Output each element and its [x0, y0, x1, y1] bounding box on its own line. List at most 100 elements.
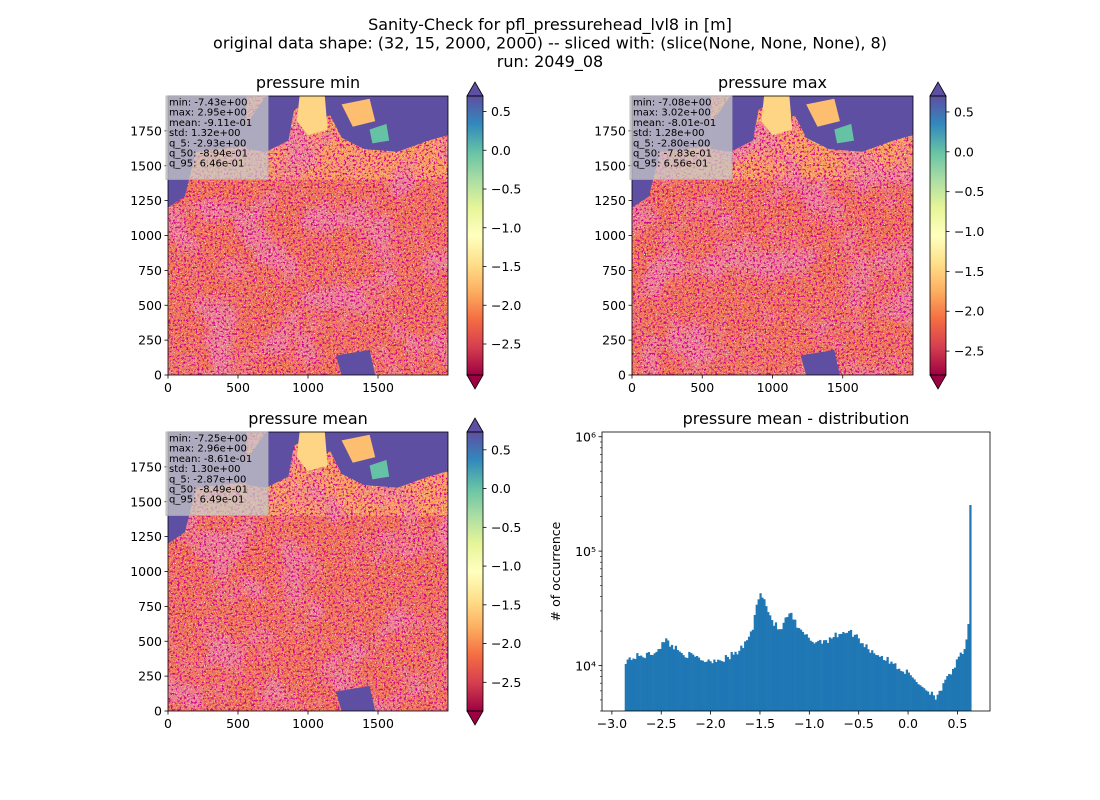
- histogram-bar: [863, 647, 866, 711]
- histogram-bar: [805, 634, 808, 711]
- histogram-bar: [655, 651, 658, 711]
- histogram-bar: [807, 637, 810, 711]
- histogram-bar: [684, 657, 687, 711]
- colorbar-extend-max: [929, 81, 947, 97]
- histogram-bar: [878, 656, 882, 711]
- histogram-bar: [636, 653, 639, 711]
- histogram-bar: [944, 679, 947, 711]
- colorbar-tick-label: 0.5: [491, 104, 511, 119]
- panel-title: pressure min: [256, 73, 360, 92]
- colorbar-tick-label: −1.0: [491, 559, 521, 574]
- coast-region: [834, 123, 854, 144]
- histogram-bar: [951, 668, 955, 711]
- colorbar-tick-label: 0.5: [491, 442, 511, 457]
- histogram-bar: [744, 641, 747, 711]
- y-tick-label: 750: [602, 263, 626, 278]
- histogram-bar: [686, 658, 689, 711]
- histogram-bar: [695, 655, 699, 711]
- histogram-bar: [905, 669, 909, 711]
- histogram-bar: [674, 645, 677, 711]
- y-tick-label: 1250: [594, 193, 626, 208]
- colorbar-tick-label: −0.5: [491, 520, 521, 535]
- histogram-bar: [647, 652, 651, 711]
- colorbar-gradient: [467, 96, 483, 375]
- histogram-bar: [901, 671, 905, 711]
- histogram-bar: [894, 663, 897, 711]
- histogram-bar: [849, 629, 853, 711]
- stats-line: q_50: -8.94e-01: [169, 149, 248, 160]
- histogram-bar: [782, 622, 785, 711]
- histogram-bar: [763, 599, 766, 711]
- histogram-bar: [838, 634, 841, 711]
- y-tick-label: 750: [138, 263, 162, 278]
- colorbar-tick-label: −1.0: [954, 224, 984, 239]
- lake-region: [336, 685, 376, 711]
- histogram-bar: [699, 660, 703, 711]
- y-tick-label: 500: [138, 634, 162, 649]
- histogram-bar: [934, 699, 937, 711]
- x-tick-label: −0.5: [844, 716, 874, 731]
- x-tick-label: 0.5: [947, 716, 967, 731]
- histogram-bar: [643, 658, 647, 711]
- y-tick-label: 750: [138, 599, 162, 614]
- histogram-bar: [634, 659, 637, 711]
- histogram-bar: [734, 651, 737, 711]
- histogram-bar: [792, 619, 795, 711]
- stats-line: std: 1.30e+00: [169, 464, 241, 475]
- colorbar-tick-label: −2.0: [491, 636, 521, 651]
- histogram-bar: [771, 620, 774, 711]
- histogram-bar: [896, 669, 899, 711]
- histogram-bar: [784, 617, 787, 711]
- suptitle-line-2: original data shape: (32, 15, 2000, 2000…: [213, 34, 887, 53]
- histogram-bar: [745, 640, 749, 711]
- histogram-bar: [740, 645, 743, 711]
- y-tick-label: 500: [602, 298, 626, 313]
- histogram-bar: [848, 630, 851, 711]
- histogram-bar: [921, 686, 924, 711]
- land-region: [761, 96, 793, 136]
- histogram-bar: [628, 657, 631, 711]
- histogram-bar: [840, 633, 843, 711]
- colorbar-tick-label: −2.5: [491, 675, 521, 690]
- land-region: [296, 96, 328, 136]
- histogram-bar: [776, 629, 780, 711]
- stats-line: max: 2.95e+00: [169, 108, 247, 119]
- y-tick-label: 1750: [130, 459, 162, 474]
- histogram-bar: [682, 655, 685, 711]
- histogram-bar: [815, 642, 818, 711]
- sea-region: [710, 96, 913, 152]
- lake-region: [800, 349, 840, 375]
- histogram-bar: [803, 634, 806, 711]
- histogram-bar: [859, 643, 862, 711]
- histogram-bar: [694, 656, 697, 711]
- histogram-bar: [925, 690, 928, 711]
- colorbar-tick-label: −1.5: [491, 259, 521, 274]
- histogram-bar: [824, 640, 828, 711]
- histogram-bar: [769, 615, 772, 711]
- histogram-bar: [957, 656, 960, 711]
- histogram-bar: [713, 659, 716, 711]
- y-tick-label: 250: [138, 333, 162, 348]
- x-tick-label: 500: [226, 380, 250, 395]
- histogram-bar: [722, 661, 726, 711]
- histogram-bar: [797, 628, 801, 711]
- stats-line: max: 2.96e+00: [169, 444, 247, 455]
- histogram-bar: [811, 641, 814, 711]
- y-tick-label: 1750: [594, 123, 626, 138]
- histogram-bar: [640, 655, 643, 711]
- histogram-bar: [809, 640, 812, 711]
- histogram-bar: [774, 622, 778, 711]
- histogram-bar: [726, 656, 729, 711]
- histogram-bar: [732, 654, 735, 711]
- histogram-bar: [707, 659, 710, 711]
- y-tick-label: 250: [602, 333, 626, 348]
- y-tick-label: 1500: [594, 158, 626, 173]
- histogram-bar: [645, 652, 649, 711]
- coast-region: [369, 459, 390, 480]
- histogram-bar: [853, 634, 857, 711]
- y-tick-label: 1250: [130, 193, 162, 208]
- land-region: [296, 432, 328, 472]
- histogram-bar: [913, 679, 916, 711]
